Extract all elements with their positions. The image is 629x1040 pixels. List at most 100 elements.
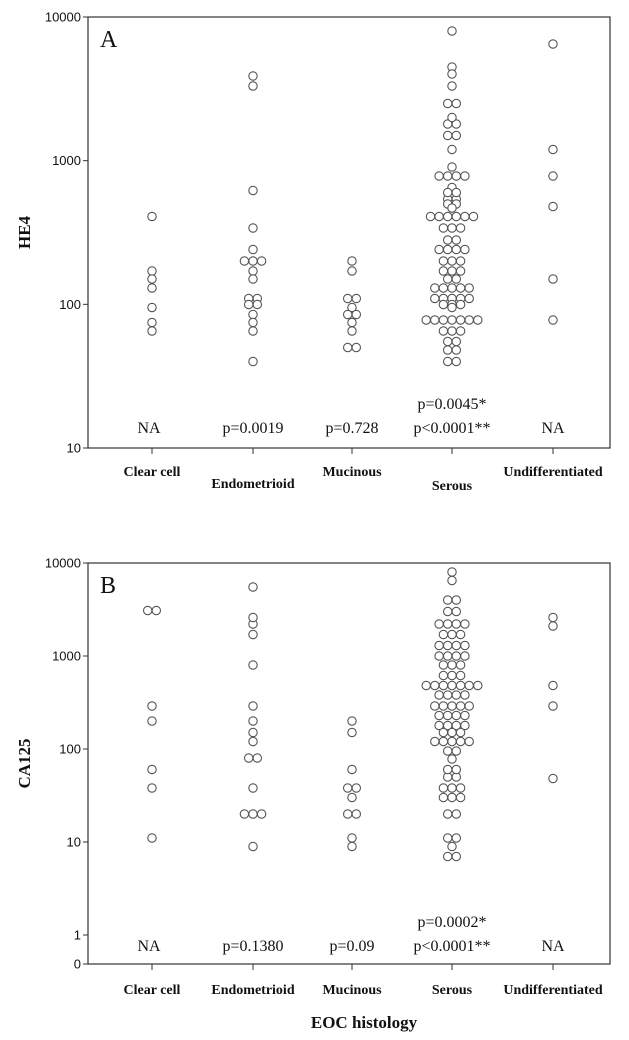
a-data-point <box>351 342 362 353</box>
a-data-point <box>442 211 453 222</box>
b-data-point <box>342 783 353 793</box>
a-data-point <box>460 244 470 255</box>
b-data-point <box>243 753 254 763</box>
a-data-point <box>451 274 462 284</box>
a-data-point <box>451 130 462 141</box>
b-data-point <box>442 764 453 775</box>
a-data-point <box>248 244 258 255</box>
b-data-point <box>451 651 462 661</box>
b-data-point <box>442 833 453 843</box>
b-data-point <box>239 809 250 819</box>
a-data-point <box>451 235 462 245</box>
b-data-point <box>151 605 162 616</box>
a-data-point <box>442 171 453 181</box>
b-data-point <box>252 753 263 763</box>
b-data-point <box>548 680 558 691</box>
b-data-point <box>248 727 258 738</box>
b-data-point <box>451 851 462 862</box>
b-data-point <box>460 619 470 629</box>
b-data-point <box>447 792 457 803</box>
b-data-point <box>455 701 466 711</box>
b-data-point <box>438 792 449 803</box>
panel-a-he4: 10 100 1000 10000 Clear cell Endometrioid Muci… <box>15 10 611 494</box>
a-data-point <box>442 98 453 109</box>
b-xtick-label: Endometrioid <box>211 983 294 998</box>
a-data-point <box>248 256 258 266</box>
b-data-point <box>451 764 462 775</box>
a-data-point <box>455 266 466 276</box>
b-data-point <box>434 640 444 651</box>
b-data-point <box>455 727 466 738</box>
b-data-point <box>438 783 449 793</box>
b-data-point <box>248 660 258 670</box>
a-data-point <box>442 336 453 347</box>
b-data-point <box>147 701 157 711</box>
b-xtick-label: Undifferentiated <box>503 983 602 998</box>
a-data-point <box>451 345 462 355</box>
a-data-point <box>256 256 267 266</box>
a-data-point <box>438 326 449 336</box>
b-data-point <box>447 629 457 640</box>
a-data-point <box>447 26 457 36</box>
a-data-point <box>147 317 157 328</box>
b-data-point <box>248 809 258 819</box>
b-data-point <box>447 670 457 681</box>
a-data-point <box>442 235 453 245</box>
b-data-point <box>464 736 474 747</box>
a-data-point <box>438 256 449 266</box>
a-data-point <box>248 185 258 196</box>
b-data-point <box>451 833 462 843</box>
a-data-point <box>447 256 457 266</box>
a-data-point <box>447 223 457 233</box>
a-data-point <box>438 223 449 233</box>
a-ytick-label: 1000 <box>52 153 81 168</box>
b-data-point <box>464 680 474 691</box>
b-data-point <box>147 716 157 726</box>
a-data-point <box>430 293 440 304</box>
a-data-point <box>442 274 453 284</box>
a-data-point <box>451 119 462 129</box>
a-data-point <box>239 256 250 266</box>
b-data-point <box>447 701 457 711</box>
b-data-point <box>342 809 353 819</box>
b-data-point <box>447 736 457 747</box>
b-data-point <box>442 710 453 721</box>
a-data-point <box>147 302 157 313</box>
b-ytick-label: 1000 <box>52 649 81 664</box>
b-p-value-annotation: NA <box>137 938 161 955</box>
b-data-point <box>442 690 453 700</box>
a-data-point <box>248 317 258 328</box>
b-data-point <box>347 727 357 738</box>
b-data-point <box>351 783 362 793</box>
a-ytick-label: 100 <box>59 297 81 312</box>
b-data-point <box>548 773 558 784</box>
b-data-point <box>460 720 470 731</box>
b-data-point <box>438 736 449 747</box>
a-data-point <box>248 326 258 336</box>
b-data-point <box>438 701 449 711</box>
a-p-value-annotation: NA <box>541 420 565 437</box>
a-data-point <box>447 162 457 172</box>
a-data-point <box>455 223 466 233</box>
a-panel-letter: A <box>100 27 118 53</box>
a-data-point <box>451 98 462 109</box>
b-data-point <box>447 567 457 577</box>
a-data-point <box>451 244 462 255</box>
b-data-point <box>248 783 258 793</box>
b-data-point <box>438 680 449 691</box>
b-ytick-label: 0 <box>74 957 81 972</box>
a-data-point <box>460 211 470 222</box>
a-data-point <box>347 317 357 328</box>
b-data-point <box>451 606 462 617</box>
a-data-point <box>438 315 449 325</box>
a-xtick-label: Clear cell <box>124 465 181 480</box>
b-data-point <box>430 680 440 691</box>
b-xtick-label: Mucinous <box>322 983 382 998</box>
b-data-point <box>248 841 258 852</box>
a-data-point <box>455 256 466 266</box>
b-data-point <box>464 701 474 711</box>
a-data-point <box>434 244 444 255</box>
b-data-point <box>442 851 453 862</box>
b-data-point <box>451 809 462 819</box>
a-data-point <box>464 293 474 304</box>
